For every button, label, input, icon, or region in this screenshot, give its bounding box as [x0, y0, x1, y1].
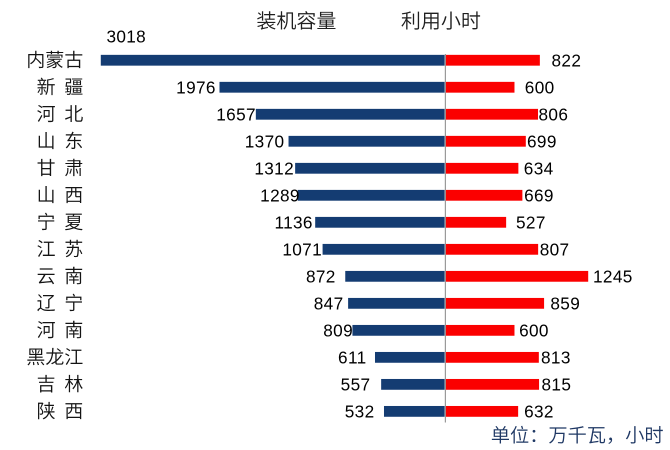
svg-text:1976: 1976 [176, 77, 216, 97]
svg-text:632: 632 [524, 402, 554, 422]
svg-text:815: 815 [542, 375, 572, 395]
svg-text:847: 847 [314, 294, 344, 314]
svg-text:859: 859 [550, 294, 580, 314]
svg-text:1370: 1370 [245, 131, 285, 151]
svg-text:634: 634 [524, 158, 554, 178]
svg-text:527: 527 [516, 213, 546, 233]
svg-text:699: 699 [527, 131, 557, 151]
svg-text:822: 822 [552, 50, 582, 70]
svg-text:557: 557 [341, 375, 371, 395]
svg-text:1071: 1071 [282, 240, 322, 260]
svg-text:532: 532 [345, 402, 375, 422]
svg-text:1289: 1289 [260, 186, 300, 206]
svg-text:1245: 1245 [593, 267, 633, 287]
svg-text:809: 809 [323, 321, 353, 341]
svg-text:600: 600 [519, 321, 549, 341]
svg-text:1657: 1657 [216, 104, 256, 124]
svg-text:1136: 1136 [274, 213, 312, 233]
svg-text:807: 807 [540, 240, 570, 260]
svg-text:806: 806 [539, 104, 569, 124]
svg-text:611: 611 [338, 348, 366, 368]
svg-text:813: 813 [541, 348, 571, 368]
svg-text:669: 669 [524, 186, 554, 206]
svg-text:1312: 1312 [254, 158, 294, 178]
svg-text:872: 872 [306, 267, 336, 287]
svg-text:3018: 3018 [106, 26, 146, 46]
svg-text:600: 600 [525, 77, 555, 97]
